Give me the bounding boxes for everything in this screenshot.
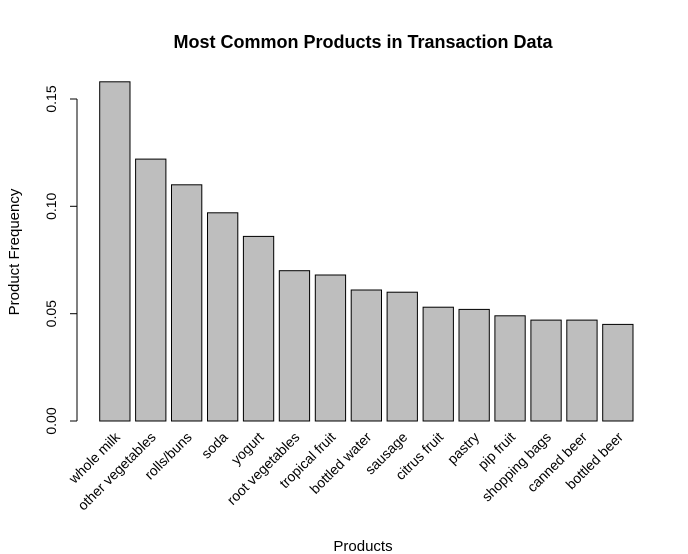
bar-yogurt [242,235,275,422]
y-tick-label: 0.00 [43,407,59,434]
bar-tropical-fruit [314,274,347,422]
bar-bottled-water [350,289,383,422]
bar-canned-beer [566,319,598,422]
y-tick-label: 0.15 [43,85,59,112]
bar-pastry [458,308,490,422]
x-tick-label: soda [198,429,231,462]
bars-group [99,81,634,422]
bar-whole-milk [99,81,131,422]
bar-root-vegetables [278,270,311,422]
bar-other-vegetables [135,158,167,422]
bar-citrus-fruit [422,306,454,422]
bar-bottled-beer [602,323,634,422]
x-axis-label: Products [333,538,392,554]
bar-shopping-bags [530,319,562,422]
bar-sausage [386,291,418,422]
bar-pip-fruit [494,315,526,422]
bar-soda [207,212,239,422]
y-tick-label: 0.10 [43,192,59,219]
y-tick-label: 0.05 [43,300,59,327]
y-axis-label: Product Frequency [6,188,23,315]
y-axis: 0.00 0.05 0.10 0.15 [43,85,78,435]
bar-rolls-buns [171,184,203,422]
chart-title: Most Common Products in Transaction Data [173,32,553,52]
